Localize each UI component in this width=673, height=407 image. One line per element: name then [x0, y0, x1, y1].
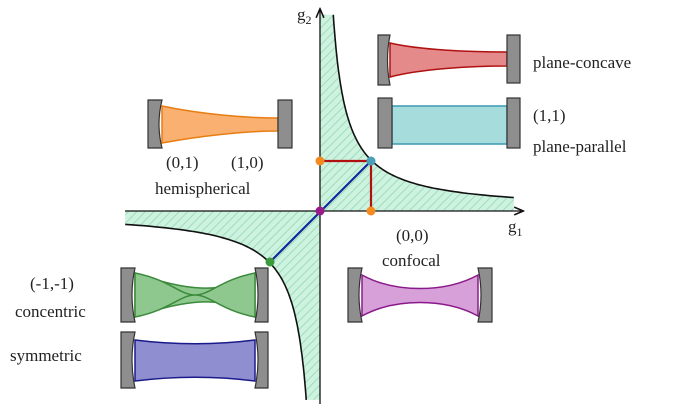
coords: (1,1)	[533, 106, 566, 125]
resonator	[121, 332, 268, 388]
label: plane-concave	[533, 53, 631, 72]
resonator	[378, 35, 520, 85]
g2-label: g2	[297, 5, 312, 27]
point	[266, 258, 275, 267]
point	[367, 157, 376, 166]
resonator	[148, 100, 292, 148]
point	[316, 207, 325, 216]
coords: (0,1)	[166, 153, 199, 172]
label: confocal	[382, 251, 441, 270]
resonator	[121, 268, 268, 322]
stability-diagram: g1 g2 plane-concave (1,1) plane-parallel…	[0, 0, 673, 407]
point	[367, 207, 376, 216]
label: plane-parallel	[533, 137, 627, 156]
label: hemispherical	[155, 179, 251, 198]
coords: (-1,-1)	[30, 274, 74, 293]
point	[316, 157, 325, 166]
coords: (0,0)	[396, 226, 429, 245]
label: concentric	[15, 302, 86, 321]
label: symmetric	[10, 346, 82, 365]
resonator	[378, 98, 520, 148]
coords: (1,0)	[231, 153, 264, 172]
g1-label: g1	[508, 217, 523, 239]
resonator	[348, 268, 492, 322]
